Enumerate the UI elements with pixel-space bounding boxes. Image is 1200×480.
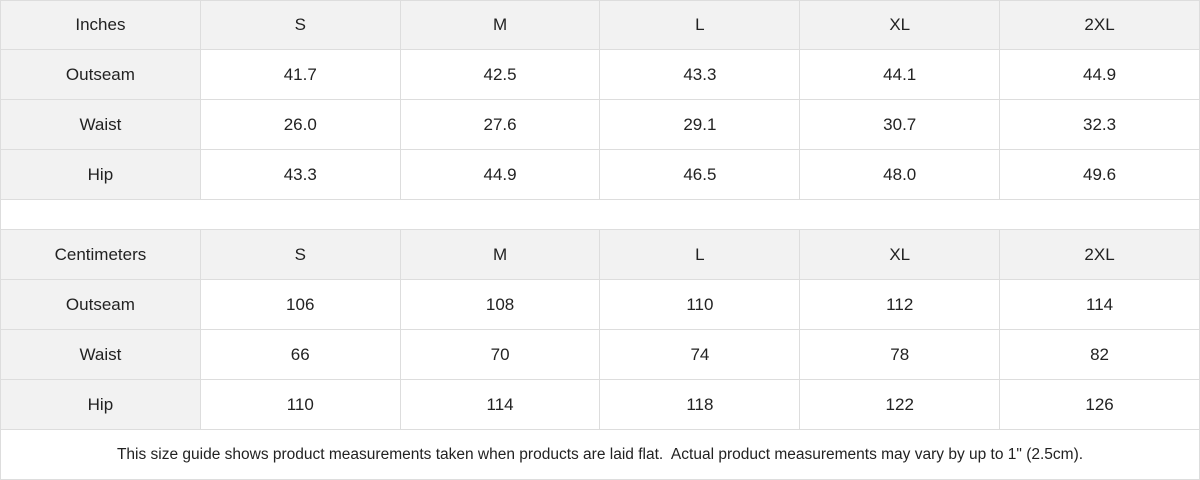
unit-header: Inches	[1, 1, 201, 50]
table-spacer	[1, 200, 1200, 230]
centimeters-table: Centimeters S M L XL 2XL Outseam 106 108 110 112 11…	[1, 230, 1200, 430]
unit-header: Centimeters	[1, 230, 201, 280]
measurement-cell: 43.3	[600, 50, 801, 100]
size-header-s: S	[200, 1, 401, 50]
measurement-cell: 32.3	[1000, 100, 1200, 150]
header-row: Inches S M L XL 2XL	[1, 1, 1200, 50]
row-label: Outseam	[1, 280, 201, 330]
table-row-outseam: Outseam 41.7 42.5 43.3 44.1 44.9	[1, 50, 1200, 100]
size-header-m: M	[400, 1, 601, 50]
measurement-cell: 118	[600, 380, 801, 430]
measurement-cell: 66	[200, 330, 401, 380]
table-row-hip: Hip 43.3 44.9 46.5 48.0 49.6	[1, 150, 1200, 200]
measurement-cell: 126	[1000, 380, 1200, 430]
measurement-cell: 42.5	[400, 50, 601, 100]
measurement-cell: 106	[200, 280, 401, 330]
measurement-cell: 30.7	[800, 100, 1001, 150]
header-row: Centimeters S M L XL 2XL	[1, 230, 1200, 280]
table-row-waist: Waist 26.0 27.6 29.1 30.7 32.3	[1, 100, 1200, 150]
measurement-cell: 48.0	[800, 150, 1001, 200]
measurement-cell: 110	[200, 380, 401, 430]
size-header-m: M	[400, 230, 601, 280]
measurement-cell: 26.0	[200, 100, 401, 150]
size-header-l: L	[600, 1, 801, 50]
measurement-cell: 29.1	[600, 100, 801, 150]
size-header-l: L	[600, 230, 801, 280]
measurement-cell: 49.6	[1000, 150, 1200, 200]
measurement-cell: 78	[800, 330, 1001, 380]
inches-table: Inches S M L XL 2XL Outseam 41.7 42.5 43.3 44.1 44.…	[1, 1, 1200, 200]
table-row-hip: Hip 110 114 118 122 126	[1, 380, 1200, 430]
measurement-cell: 74	[600, 330, 801, 380]
measurement-cell: 112	[800, 280, 1001, 330]
measurement-cell: 114	[1000, 280, 1200, 330]
measurement-cell: 44.1	[800, 50, 1001, 100]
row-label: Waist	[1, 100, 201, 150]
row-label: Hip	[1, 380, 201, 430]
measurement-cell: 41.7	[200, 50, 401, 100]
row-label: Waist	[1, 330, 201, 380]
measurement-cell: 110	[600, 280, 801, 330]
measurement-cell: 70	[400, 330, 601, 380]
size-header-xl: XL	[800, 230, 1001, 280]
measurement-cell: 82	[1000, 330, 1200, 380]
measurement-cell: 27.6	[400, 100, 601, 150]
measurement-cell: 46.5	[600, 150, 801, 200]
measurement-cell: 114	[400, 380, 601, 430]
measurement-cell: 43.3	[200, 150, 401, 200]
size-header-2xl: 2XL	[1000, 1, 1200, 50]
size-header-s: S	[200, 230, 401, 280]
table-row-outseam: Outseam 106 108 110 112 114	[1, 280, 1200, 330]
measurement-cell: 108	[400, 280, 601, 330]
size-header-xl: XL	[800, 1, 1001, 50]
measurement-cell: 122	[800, 380, 1001, 430]
measurement-cell: 44.9	[400, 150, 601, 200]
row-label: Outseam	[1, 50, 201, 100]
size-header-2xl: 2XL	[1000, 230, 1200, 280]
measurement-cell: 44.9	[1000, 50, 1200, 100]
size-guide-note: This size guide shows product measuremen…	[1, 430, 1200, 480]
table-row-waist: Waist 66 70 74 78 82	[1, 330, 1200, 380]
row-label: Hip	[1, 150, 201, 200]
